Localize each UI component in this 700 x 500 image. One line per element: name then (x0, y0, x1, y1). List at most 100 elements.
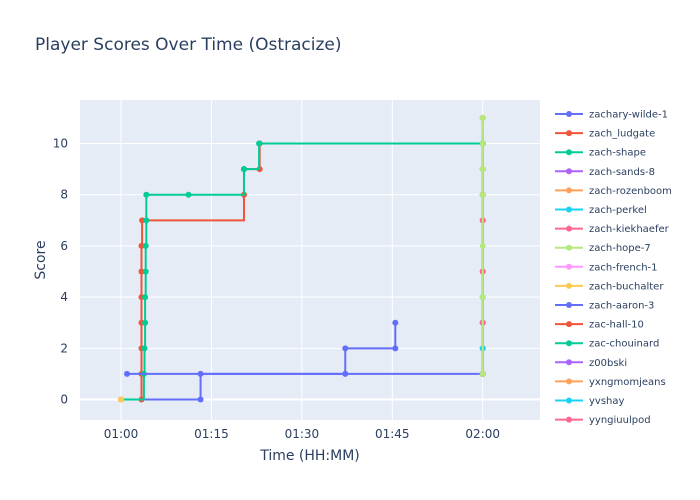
legend-swatch-marker (566, 282, 572, 289)
y-tick-label: 6 (60, 239, 68, 253)
legend-item[interactable]: zach_ludgate (555, 129, 655, 140)
legend-label: zac-chouinard (589, 339, 659, 350)
plot-area (80, 100, 540, 420)
data-point[interactable] (479, 166, 486, 173)
legend-item[interactable]: zach-shape (555, 148, 646, 159)
legend-label: zach-kiekhaefer (589, 224, 670, 235)
data-point[interactable] (342, 370, 349, 377)
legend-item[interactable]: zach-aaron-3 (555, 301, 654, 312)
y-axis: 0 2 4 6 8 10 (53, 137, 68, 407)
legend-item[interactable]: zach-french-1 (555, 262, 658, 273)
legend[interactable]: zachary-wilde-1 zach_ludgate zach-shape zac… (555, 110, 672, 427)
legend-item[interactable]: z00bski (555, 358, 627, 369)
y-tick-label: 2 (60, 341, 68, 355)
data-point[interactable] (142, 319, 149, 326)
legend-label: zach-sands-8 (589, 167, 655, 178)
data-point[interactable] (479, 140, 486, 147)
data-point[interactable] (124, 370, 131, 377)
series[interactable] (118, 396, 124, 403)
data-point[interactable] (142, 242, 149, 249)
legend-swatch-marker (566, 378, 572, 385)
legend-label: zach-rozenboom (589, 186, 672, 197)
data-point[interactable] (342, 345, 349, 352)
data-point[interactable] (142, 268, 149, 275)
data-point[interactable] (143, 217, 150, 224)
legend-swatch-marker (566, 111, 572, 117)
legend-item[interactable]: zac-chouinard (555, 339, 659, 350)
x-tick-label: 01:45 (375, 427, 410, 441)
legend-swatch-marker (566, 244, 572, 251)
legend-item[interactable]: zach-rozenboom (555, 186, 672, 197)
y-tick-label: 8 (60, 188, 68, 202)
legend-label: zach-french-1 (589, 262, 658, 273)
x-axis: 01:00 01:15 01:30 01:45 02:00 (104, 427, 500, 441)
data-point[interactable] (118, 396, 124, 403)
y-axis-title: Score (33, 240, 49, 279)
data-point[interactable] (138, 242, 145, 249)
x-tick-label: 01:00 (104, 427, 139, 441)
chart-title: Player Scores Over Time (Ostracize) (35, 35, 342, 55)
legend-swatch-marker (566, 359, 572, 366)
legend-swatch-marker (566, 149, 572, 156)
data-point[interactable] (392, 345, 399, 352)
legend-item[interactable]: zach-hope-7 (555, 243, 651, 254)
legend-item[interactable]: zac-hall-10 (555, 320, 644, 331)
legend-item[interactable]: zachary-wilde-1 (555, 110, 668, 121)
legend-item[interactable]: yxngmomjeans (555, 377, 666, 388)
series[interactable] (479, 114, 486, 377)
x-tick-label: 01:30 (285, 427, 320, 441)
legend-label: zach-shape (589, 148, 646, 159)
legend-swatch-marker (566, 168, 572, 175)
series[interactable] (124, 319, 399, 377)
x-axis-title: Time (HH:MM) (259, 448, 360, 464)
series-layer (118, 114, 486, 403)
legend-label: zac-hall-10 (589, 320, 644, 331)
data-point[interactable] (479, 191, 486, 198)
data-point[interactable] (185, 191, 192, 198)
data-point[interactable] (142, 294, 149, 301)
legend-swatch-marker (566, 397, 572, 404)
legend-label: zach-buchalter (589, 281, 664, 292)
legend-item[interactable]: zach-kiekhaefer (555, 224, 670, 235)
y-tick-label: 0 (60, 393, 68, 407)
legend-item[interactable]: zach-sands-8 (555, 167, 655, 178)
data-point[interactable] (139, 217, 146, 224)
legend-label: zach-perkel (589, 205, 647, 216)
legend-swatch-marker (566, 263, 572, 270)
data-point[interactable] (143, 191, 150, 198)
data-point[interactable] (197, 396, 204, 403)
legend-item[interactable]: zach-perkel (555, 205, 647, 216)
x-tick-label: 02:00 (465, 427, 500, 441)
legend-item[interactable]: zach-buchalter (555, 281, 664, 292)
legend-label: yxngmomjeans (589, 377, 666, 388)
legend-item[interactable]: yyngiuulpod (555, 415, 651, 426)
data-point[interactable] (479, 294, 486, 301)
data-point[interactable] (479, 370, 486, 377)
data-point[interactable] (479, 242, 486, 249)
legend-swatch-marker (566, 302, 572, 308)
legend-label: zach_ludgate (589, 129, 655, 140)
legend-swatch-marker (566, 206, 572, 213)
legend-swatch-marker (566, 225, 572, 232)
legend-swatch-marker (566, 340, 572, 347)
data-point[interactable] (138, 268, 145, 275)
legend-label: yyngiuulpod (589, 415, 651, 426)
legend-label: zachary-wilde-1 (589, 110, 668, 121)
legend-label: yvshay (589, 396, 625, 407)
series-line (121, 142, 483, 401)
data-point[interactable] (479, 114, 486, 121)
legend-item[interactable]: yvshay (555, 396, 625, 407)
legend-label: zach-aaron-3 (589, 301, 654, 312)
y-tick-label: 4 (60, 290, 68, 304)
data-point[interactable] (256, 140, 263, 147)
legend-swatch-marker (566, 321, 572, 328)
data-point[interactable] (240, 166, 247, 173)
data-point[interactable] (141, 345, 148, 352)
data-point[interactable] (392, 319, 399, 326)
legend-label: z00bski (589, 358, 627, 369)
legend-swatch-marker (566, 130, 572, 137)
legend-swatch-marker (566, 416, 572, 423)
x-tick-label: 01:15 (194, 427, 229, 441)
y-tick-label: 10 (53, 137, 68, 151)
